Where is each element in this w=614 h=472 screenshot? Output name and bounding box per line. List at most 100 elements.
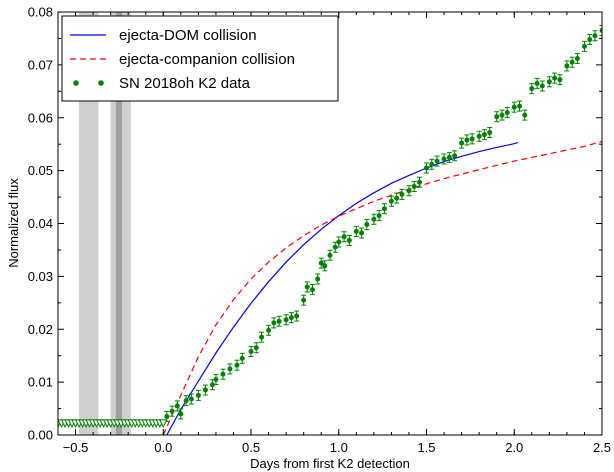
- data-point-20: [283, 317, 289, 323]
- series-3: [58, 419, 168, 428]
- data-point-65: [534, 80, 540, 86]
- data-point-43: [406, 188, 412, 194]
- shaded-interval-0: [79, 12, 99, 435]
- data-point-32: [341, 234, 347, 240]
- y-tick-label: 0.05: [28, 163, 53, 178]
- data-point-30: [332, 244, 338, 250]
- data-point-6: [195, 392, 201, 398]
- data-point-55: [476, 133, 482, 139]
- y-axis-label: Normalized flux: [6, 178, 21, 268]
- data-point-39: [381, 206, 387, 212]
- x-axis-label: Days from first K2 detection: [250, 456, 410, 471]
- upper-limit-marker-30: [158, 419, 168, 428]
- legend-label-ejecta-dom: ejecta-DOM collision: [119, 27, 257, 44]
- data-point-5: [188, 396, 194, 402]
- shaded-interval-2: [115, 12, 123, 435]
- legend-label-ejecta-companion: ejecta-companion collision: [119, 51, 295, 68]
- data-point-58: [494, 114, 500, 120]
- data-point-75: [592, 33, 598, 39]
- data-point-34: [353, 228, 359, 234]
- data-point-64: [529, 86, 535, 92]
- series-layer: [58, 25, 602, 435]
- data-point-67: [546, 79, 552, 85]
- data-point-42: [399, 191, 405, 197]
- data-point-48: [434, 158, 440, 164]
- y-tick-label: 0.07: [28, 57, 53, 72]
- data-point-60: [504, 109, 510, 115]
- data-point-21: [288, 315, 294, 321]
- data-point-22: [294, 313, 300, 319]
- data-point-13: [239, 355, 245, 361]
- data-point-7: [202, 387, 208, 393]
- data-point-0: [164, 413, 170, 419]
- data-point-51: [452, 153, 458, 159]
- data-point-37: [371, 216, 377, 222]
- data-point-73: [581, 43, 587, 49]
- y-tick-label: 0.04: [28, 216, 53, 231]
- data-point-4: [183, 398, 189, 404]
- data-point-74: [587, 36, 593, 42]
- data-point-15: [253, 345, 259, 351]
- data-point-8: [209, 382, 215, 388]
- data-point-9: [213, 376, 219, 382]
- data-point-63: [522, 112, 528, 118]
- y-tick-label: 0.03: [28, 269, 53, 284]
- data-point-71: [569, 59, 575, 65]
- series-line-0: [166, 142, 518, 435]
- data-point-49: [441, 156, 447, 162]
- data-point-45: [416, 179, 422, 185]
- data-point-28: [322, 263, 328, 269]
- x-tick-label: −0.5: [63, 440, 89, 455]
- data-point-70: [564, 63, 570, 69]
- legend: ejecta-DOM collision ejecta-companion co…: [61, 15, 339, 102]
- data-point-53: [464, 137, 470, 143]
- data-point-10: [220, 371, 226, 377]
- legend-swatch-k2-data-marker-left: [73, 80, 79, 86]
- x-tick-label: 2.0: [505, 440, 523, 455]
- data-point-35: [359, 230, 365, 236]
- data-point-68: [552, 75, 558, 81]
- y-tick-label: 0.06: [28, 110, 53, 125]
- series-2: [164, 25, 602, 422]
- data-point-17: [266, 327, 272, 333]
- data-point-19: [276, 318, 282, 324]
- data-point-29: [327, 252, 333, 258]
- x-tick-label: 1.5: [417, 440, 435, 455]
- series-line-1: [162, 140, 602, 435]
- x-tick-label: 1.0: [330, 440, 348, 455]
- data-point-54: [469, 136, 475, 142]
- data-point-61: [511, 104, 517, 110]
- series-0: [166, 142, 518, 435]
- y-tick-label: 0.01: [28, 375, 53, 390]
- data-point-18: [271, 320, 277, 326]
- y-tick-label: 0.08: [28, 5, 53, 20]
- data-point-62: [517, 103, 523, 109]
- legend-swatch-k2-data-marker-right: [98, 80, 104, 86]
- data-point-46: [424, 165, 430, 171]
- x-tick-label: 0.5: [242, 440, 260, 455]
- data-point-12: [234, 362, 240, 368]
- data-point-24: [304, 284, 310, 290]
- data-point-23: [301, 297, 307, 303]
- y-tick-label: 0.02: [28, 322, 53, 337]
- data-point-56: [481, 132, 487, 138]
- data-point-69: [557, 77, 563, 83]
- data-point-47: [429, 161, 435, 167]
- shaded-intervals: [79, 12, 131, 435]
- data-point-14: [248, 348, 254, 354]
- data-point-16: [259, 334, 265, 340]
- data-point-40: [388, 198, 394, 204]
- data-point-38: [376, 213, 382, 219]
- x-tick-label: 2.5: [593, 440, 611, 455]
- y-tick-label: 0.00: [28, 428, 53, 443]
- data-point-1: [169, 408, 175, 414]
- data-point-76: [599, 28, 602, 34]
- data-point-26: [315, 276, 321, 282]
- data-point-66: [539, 83, 545, 89]
- data-point-36: [364, 222, 370, 228]
- y-axis: 0.00 0.01 0.02 0.03 0.04 0.05 0.06 0.07 0.08: [28, 5, 602, 443]
- data-point-59: [499, 112, 505, 118]
- data-point-11: [227, 366, 233, 372]
- legend-label-k2-data: SN 2018oh K2 data: [119, 75, 251, 92]
